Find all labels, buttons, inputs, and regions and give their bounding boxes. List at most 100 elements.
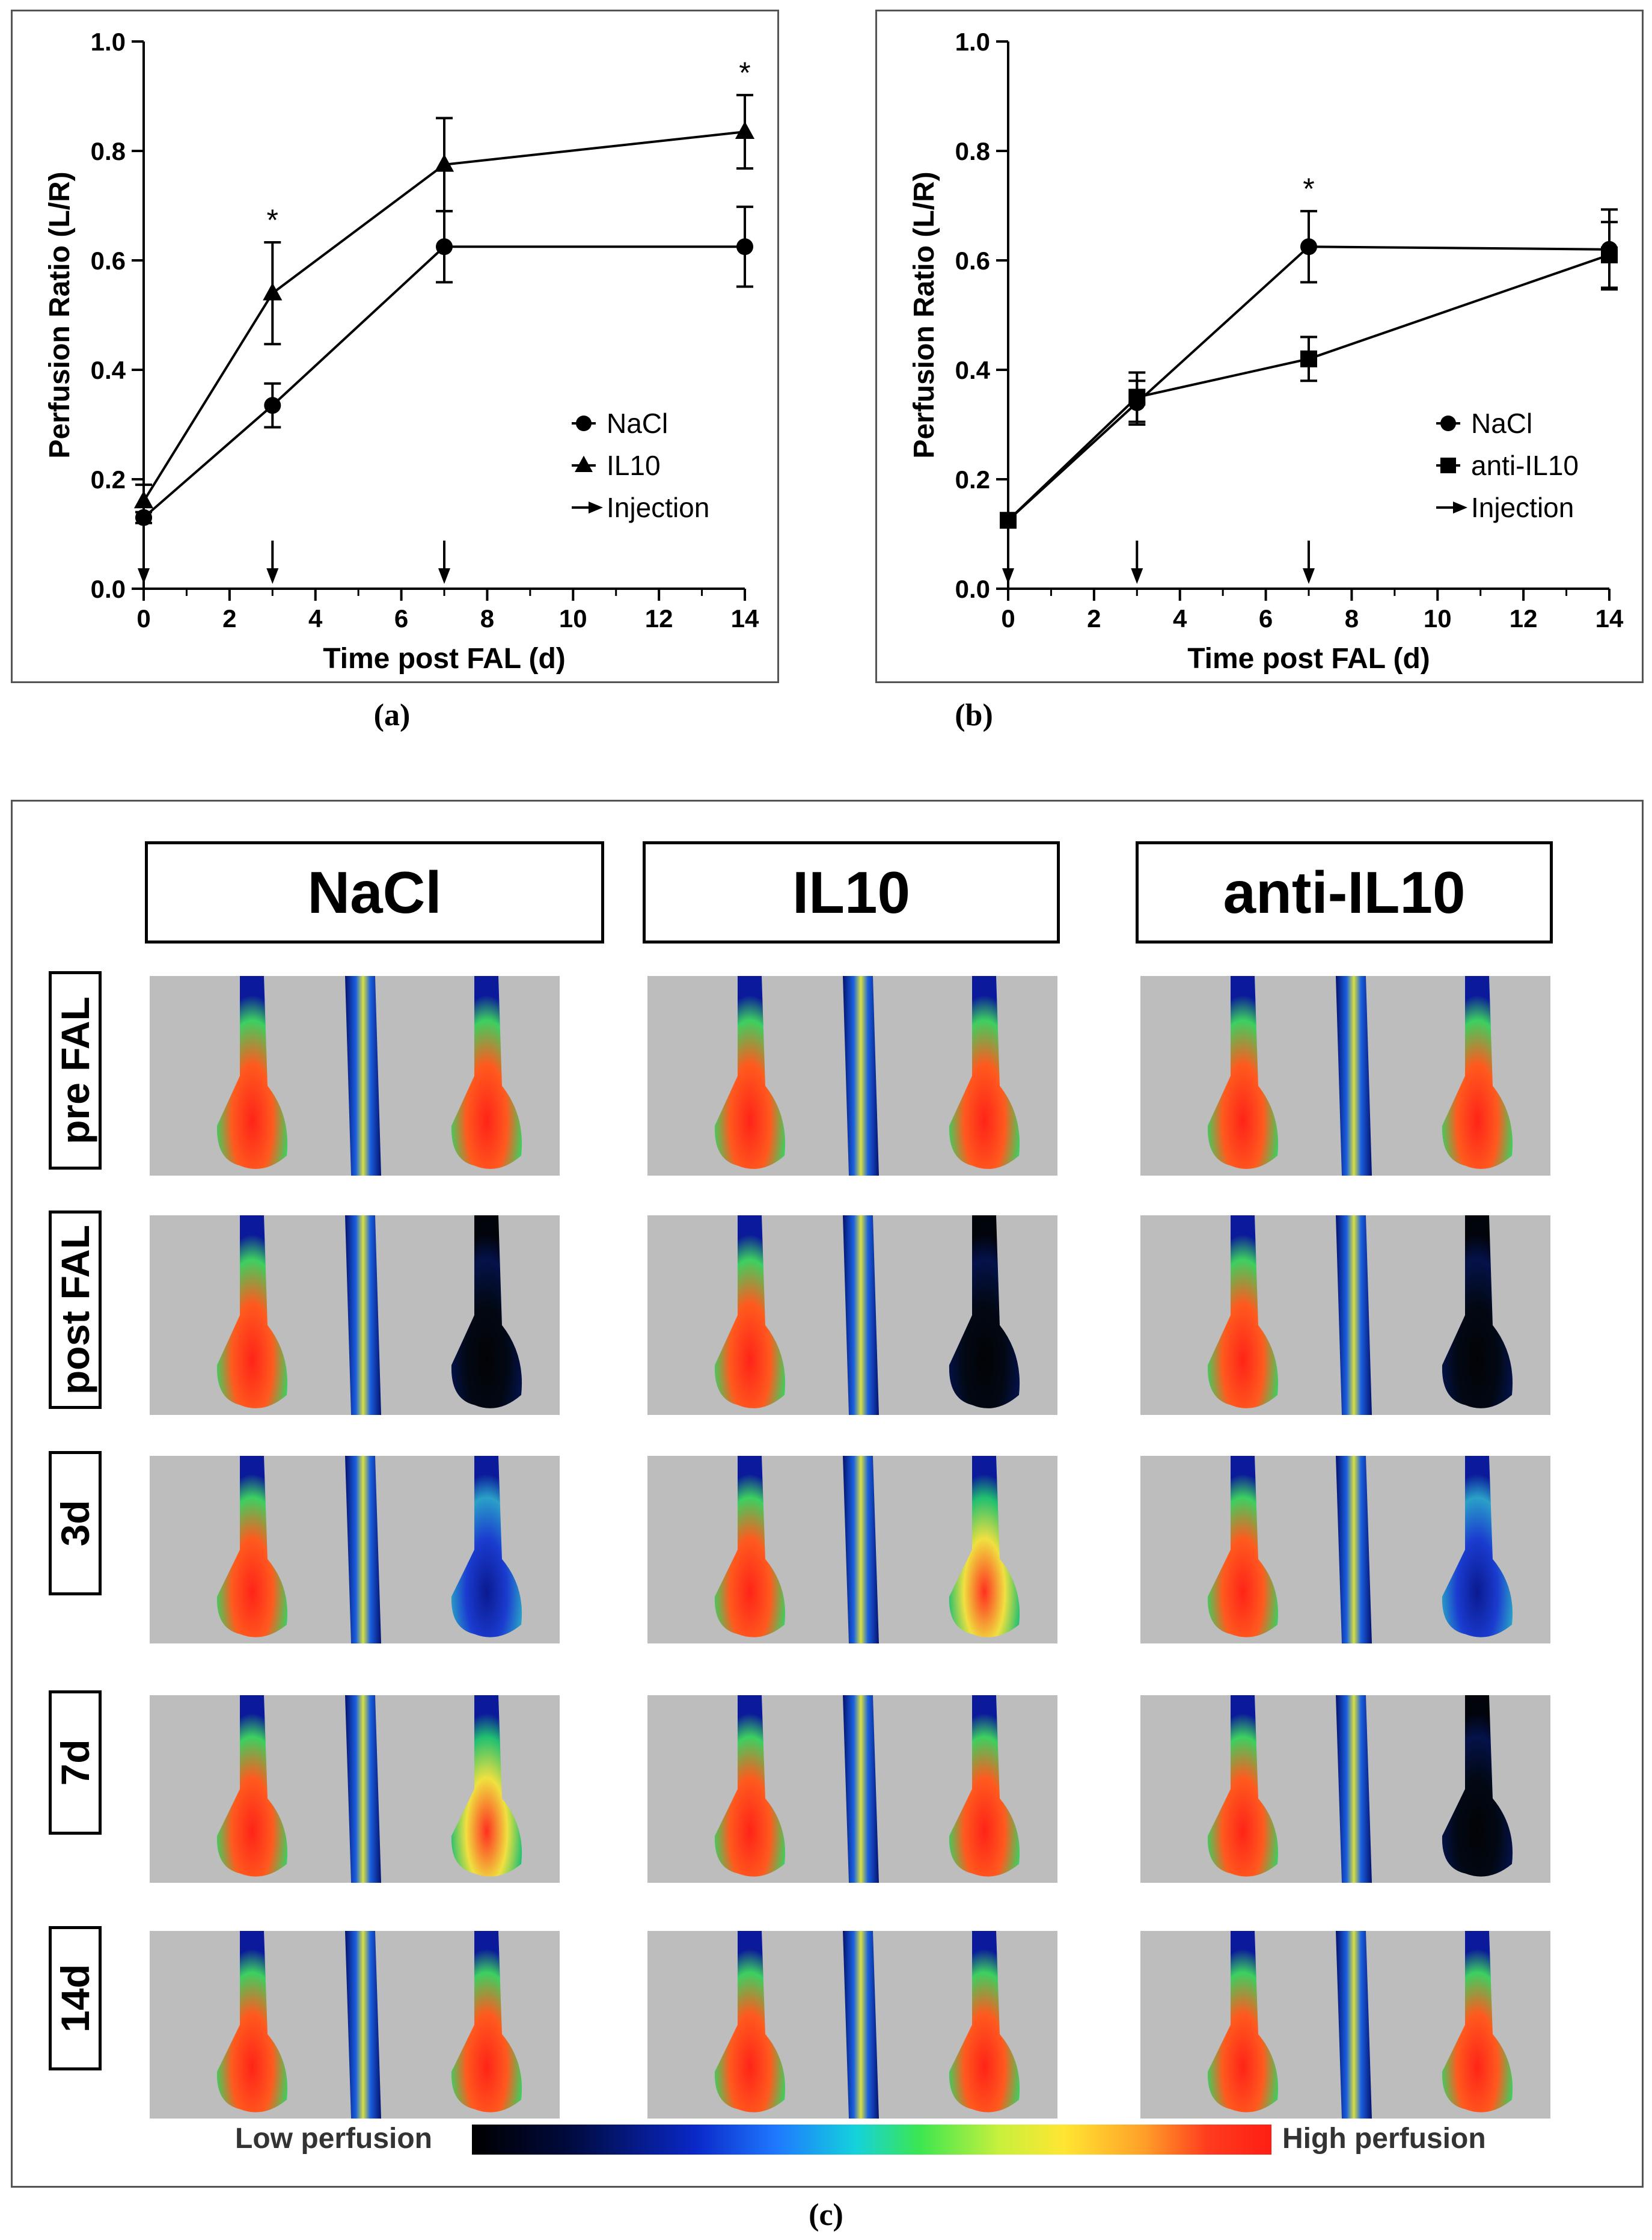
panel-c-label: (c) — [809, 2198, 843, 2232]
chart-b-xtick-label: 8 — [1345, 604, 1359, 633]
perfusion-image-nacl-3d — [150, 1456, 560, 1643]
right-hindpaw — [949, 1215, 1020, 1408]
panel-c-frame: NaCl IL10 anti-IL10 pre FAL post FAL 3d … — [11, 800, 1644, 2188]
row-header-post-fal: post FAL — [49, 1211, 102, 1409]
perfusion-svg — [1207, 1456, 1513, 1643]
row-header-3d: 3d — [49, 1451, 102, 1595]
row-header-7d: 7d — [49, 1690, 102, 1835]
chart-a-ytick-label: 0.2 — [91, 465, 126, 494]
chart-b: 0.0 0.2 0.4 0.6 0.8 1.0 0 2 4 6 8 10 12 14 Time post F… — [908, 28, 1624, 675]
column-header-nacl: NaCl — [145, 841, 604, 944]
chart-a-significance-mark: * — [267, 203, 278, 237]
right-hindpaw — [451, 1456, 522, 1637]
right-hindpaw — [949, 976, 1020, 1169]
perfusion-svg — [1207, 1215, 1513, 1415]
perfusion-image-nacl-post-fal — [150, 1215, 560, 1415]
perfusion-image-anti-il10-pre-fal — [1140, 976, 1550, 1176]
left-hindpaw — [714, 976, 786, 1169]
left-hindpaw — [1207, 1931, 1279, 2113]
perfusion-image-anti-il10-7d — [1140, 1695, 1550, 1883]
tail — [345, 1695, 381, 1883]
chart-b-x-axis-label: Time post FAL (d) — [1187, 643, 1430, 675]
left-hindpaw — [1207, 1456, 1279, 1637]
chart-a-injection-arrowhead — [266, 568, 279, 584]
tail — [843, 976, 879, 1176]
perfusion-svg — [216, 1931, 522, 2119]
left-hindpaw — [216, 1695, 288, 1877]
tail — [345, 1215, 381, 1415]
tail — [843, 1456, 879, 1643]
perfusion-svg — [216, 1456, 522, 1643]
chart-b-y-axis-label: Perfusion Ratio (L/R) — [908, 171, 940, 458]
chart-b-xtick-label: 2 — [1087, 604, 1101, 633]
perfusion-svg — [1207, 1695, 1513, 1883]
left-hindpaw — [216, 1931, 288, 2113]
chart-a-point-IL10 — [263, 283, 283, 301]
chart-a-legend-label: NaCl — [607, 408, 668, 439]
chart-a-injection-arrowhead — [438, 568, 450, 584]
right-hindpaw — [1442, 1215, 1513, 1408]
chart-b-legend-label: anti-IL10 — [1471, 450, 1579, 481]
left-hindpaw — [714, 1456, 786, 1637]
chart-a-legend-arrow — [589, 502, 603, 514]
left-hindpaw — [714, 1215, 786, 1408]
chart-a-xtick-label: 14 — [731, 604, 759, 633]
chart-b-ytick-label: 0.2 — [955, 465, 990, 494]
left-hindpaw — [216, 976, 288, 1169]
chart-a-xtick-label: 8 — [480, 604, 494, 633]
chart-b-ytick-label: 1.0 — [955, 28, 990, 56]
chart-a-xtick-label: 10 — [559, 604, 587, 633]
chart-b-ytick-label: 0.0 — [955, 575, 990, 603]
chart-a-x-axis-label: Time post FAL (d) — [323, 643, 566, 675]
left-hindpaw — [1207, 976, 1279, 1169]
panel-a-frame: 0.0 0.2 0.4 0.6 0.8 1.0 0 2 4 6 8 10 12 14 Time post F… — [11, 10, 779, 683]
right-hindpaw — [451, 1695, 522, 1877]
chart-a-xtick-label: 6 — [394, 604, 408, 633]
chart-a-significance-mark: * — [739, 56, 750, 90]
column-header-il10: IL10 — [643, 841, 1060, 944]
perfusion-image-il10-pre-fal — [647, 976, 1057, 1176]
panel-b-frame: 0.0 0.2 0.4 0.6 0.8 1.0 0 2 4 6 8 10 12 14 Time post F… — [875, 10, 1644, 683]
tail — [843, 1215, 879, 1415]
chart-b-series-line-0 — [1007, 245, 1610, 521]
chart-b-legend-label: Injection — [1471, 492, 1574, 523]
perfusion-image-il10-post-fal — [647, 1215, 1057, 1415]
tail — [1336, 1456, 1372, 1643]
right-hindpaw — [1442, 1456, 1513, 1637]
chart-b-ytick-label: 0.6 — [955, 247, 990, 275]
chart-a-legend-label: IL10 — [607, 450, 661, 481]
panel-a-label: (a) — [373, 698, 411, 732]
chart-b-injection-arrowhead — [1131, 568, 1143, 584]
chart-a-legend-marker — [576, 416, 592, 431]
column-header-anti-il10: anti-IL10 — [1136, 841, 1553, 944]
chart-b-point-anti-IL10 — [1300, 350, 1317, 367]
chart-b-xtick-label: 12 — [1510, 604, 1538, 633]
chart-b-xtick-label: 10 — [1424, 604, 1452, 633]
chart-a-legend-marker — [575, 455, 593, 473]
chart-a: 0.0 0.2 0.4 0.6 0.8 1.0 0 2 4 6 8 10 12 14 Time post F… — [44, 28, 759, 675]
perfusion-image-nacl-14d — [150, 1931, 560, 2119]
perfusion-image-il10-7d — [647, 1695, 1057, 1883]
right-hindpaw — [451, 1215, 522, 1408]
chart-a-point-NaCl — [736, 238, 753, 256]
tail — [345, 976, 381, 1176]
chart-a-legend-label: Injection — [607, 492, 709, 523]
chart-b-injection-arrowhead — [1002, 568, 1014, 584]
perfusion-svg — [216, 1695, 522, 1883]
perfusion-image-anti-il10-3d — [1140, 1456, 1550, 1643]
chart-b-injection-arrowhead — [1303, 568, 1315, 584]
chart-b-legend-marker — [1440, 416, 1456, 431]
right-hindpaw — [451, 1931, 522, 2113]
chart-a-xtick-label: 12 — [645, 604, 673, 633]
tail — [345, 1456, 381, 1643]
right-hindpaw — [1442, 976, 1513, 1169]
chart-a-y-axis-label: Perfusion Ratio (L/R) — [44, 171, 76, 458]
chart-b-xtick-label: 0 — [1001, 604, 1015, 633]
perfusion-svg — [216, 1215, 522, 1415]
tail — [1336, 1695, 1372, 1883]
chart-b-xtick-label: 14 — [1595, 604, 1624, 633]
chart-b-ytick-label: 0.8 — [955, 137, 990, 165]
right-hindpaw — [1442, 1931, 1513, 2113]
panel-b-label: (b) — [955, 698, 993, 732]
chart-b-legend-arrow — [1453, 502, 1467, 514]
